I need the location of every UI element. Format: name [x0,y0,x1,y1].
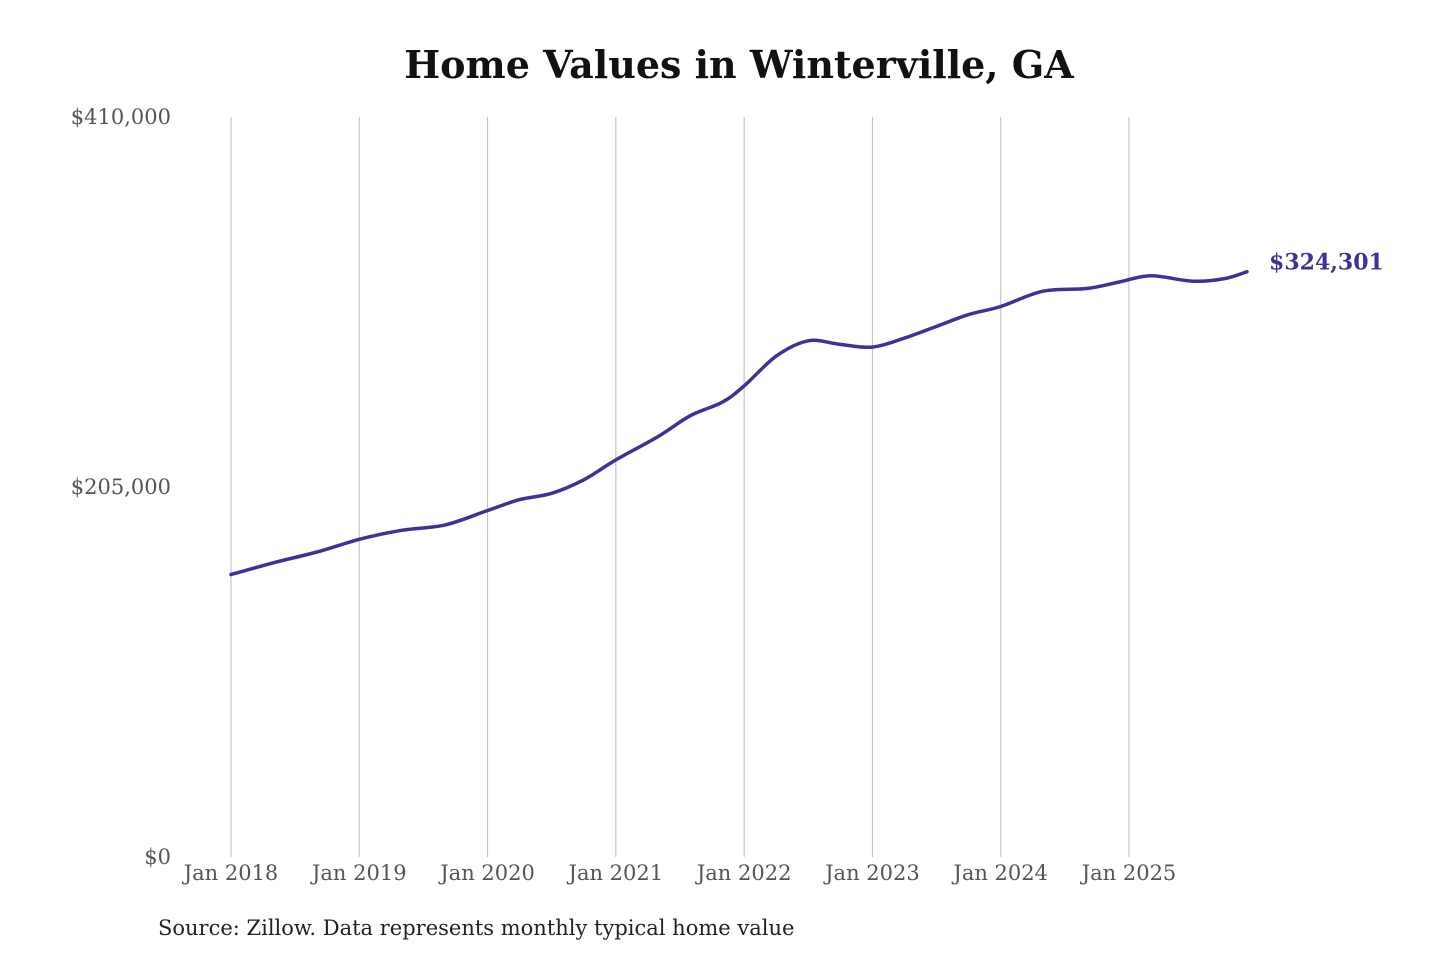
x-tick-label: Jan 2019 [310,861,407,885]
chart-title: Home Values in Winterville, GA [404,42,1074,87]
x-tick-label: Jan 2018 [182,861,279,885]
y-tick-label: $205,000 [71,475,171,499]
series-layer [229,269,1249,577]
x-tick-label: Jan 2022 [695,861,792,885]
x-tick-label: Jan 2020 [438,861,535,885]
end-value-label: $324,301 [1269,250,1384,276]
series-line [229,269,1249,577]
x-tick-label: Jan 2023 [823,861,920,885]
x-axis-tick-labels: Jan 2018 Jan 2019 Jan 2020 Jan 2021 Jan 2022… [182,861,1177,885]
y-tick-label: $0 [144,845,171,869]
x-tick-label: Jan 2024 [951,861,1048,885]
x-tick-label: Jan 2021 [567,861,664,885]
source-note: Source: Zillow. Data represents monthly … [158,916,795,940]
y-axis-tick-labels: $410,000 $205,000 $0 [71,105,171,869]
gridlines [230,117,1130,857]
x-tick-label: Jan 2025 [1080,861,1177,885]
y-tick-label: $410,000 [71,105,171,129]
end-value-label-layer: $324,301 [1269,250,1384,276]
